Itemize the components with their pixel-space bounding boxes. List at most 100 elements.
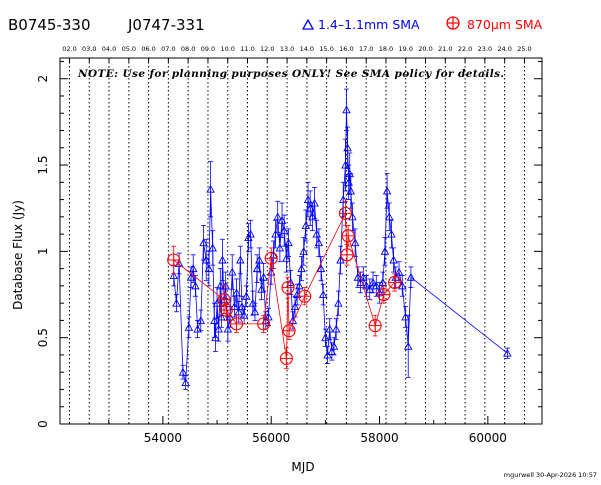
data-point-circle xyxy=(341,229,355,243)
data-point-circle xyxy=(368,319,382,333)
data-point-triangle xyxy=(250,307,260,316)
data-point-triangle xyxy=(365,284,375,293)
year-tick-label: 16.0 xyxy=(339,45,353,53)
data-point-triangle xyxy=(342,105,351,114)
data-point-triangle xyxy=(327,347,337,355)
data-point-triangle xyxy=(350,238,360,247)
data-point-triangle xyxy=(295,281,304,290)
data-point-triangle xyxy=(214,324,223,333)
data-point-triangle xyxy=(406,272,416,281)
series-line xyxy=(173,213,395,359)
year-tick-label: 11.0 xyxy=(240,45,254,53)
data-point-triangle xyxy=(186,272,196,281)
data-point-triangle xyxy=(218,255,227,264)
data-point-triangle xyxy=(246,229,255,238)
data-point-triangle xyxy=(318,290,328,298)
data-point-triangle xyxy=(346,186,356,195)
year-tick-label: 17.0 xyxy=(359,45,373,53)
x-tick-label: 60000 xyxy=(469,431,507,445)
data-point-triangle xyxy=(329,341,339,350)
plot-frame xyxy=(59,57,543,425)
data-point-triangle xyxy=(394,267,404,276)
data-point-triangle xyxy=(211,333,220,342)
data-point-triangle xyxy=(316,264,326,273)
data-point-triangle xyxy=(196,315,206,324)
data-point-triangle xyxy=(188,264,198,273)
footer-credit: mgurwell 30-Apr-2026 10:57 xyxy=(504,471,597,479)
legend-circle-label: 870μm SMA xyxy=(467,17,543,32)
data-point-circle xyxy=(257,317,271,331)
data-point-triangle xyxy=(225,312,235,321)
y-tick-label: 0.5 xyxy=(36,328,50,347)
data-point-triangle xyxy=(275,243,285,252)
data-point-triangle xyxy=(385,212,394,221)
planning-note: NOTE: Use for planning purposes ONLY! Se… xyxy=(77,68,504,80)
data-point-triangle xyxy=(380,246,390,255)
year-tick-label: 12.0 xyxy=(260,45,274,53)
data-point-triangle xyxy=(331,324,341,333)
year-tick-label: 10.0 xyxy=(220,45,234,53)
data-point-triangle xyxy=(314,238,324,247)
data-point-triangle xyxy=(227,267,237,276)
data-point-circle xyxy=(282,324,296,338)
data-point-triangle xyxy=(321,333,330,342)
data-point-triangle xyxy=(271,229,280,238)
data-point-triangle xyxy=(368,277,378,286)
year-tick-label: 04.0 xyxy=(102,45,116,53)
year-tick-label: 21.0 xyxy=(438,45,452,53)
data-point-triangle xyxy=(343,143,352,152)
data-point-triangle xyxy=(301,221,311,229)
year-tick-label: 05.0 xyxy=(122,45,136,53)
data-point-triangle xyxy=(259,272,268,281)
year-tick-label: 20.0 xyxy=(418,45,432,53)
data-point-triangle xyxy=(378,277,388,286)
data-point-triangle xyxy=(204,264,214,273)
data-point-circle xyxy=(264,251,278,265)
data-point-triangle xyxy=(401,312,410,321)
year-tick-label: 03.0 xyxy=(82,45,96,53)
data-point-triangle xyxy=(387,229,396,238)
series-triangle xyxy=(169,88,512,390)
data-point-triangle xyxy=(336,255,345,264)
data-point-triangle xyxy=(210,315,219,324)
year-tick-label: 14.0 xyxy=(300,45,314,53)
year-tick-label: 19.0 xyxy=(398,45,412,53)
data-point-circle xyxy=(167,253,181,267)
y-tick-label: 1.5 xyxy=(36,155,50,174)
data-point-triangle xyxy=(344,177,353,186)
y-tick-label: 2 xyxy=(36,75,50,83)
year-tick-label: 23.0 xyxy=(478,45,492,53)
data-point-circle xyxy=(338,206,352,220)
series-circle xyxy=(167,200,402,370)
data-point-triangle xyxy=(398,281,407,290)
year-tick-label: 06.0 xyxy=(141,45,155,53)
year-tick-label: 24.0 xyxy=(497,45,511,53)
data-point-triangle xyxy=(169,271,178,279)
source-name-alias: J0747-331 xyxy=(127,16,205,34)
data-point-triangle xyxy=(199,238,208,247)
x-tick-label: 54000 xyxy=(144,431,182,445)
data-point-triangle xyxy=(382,186,392,195)
data-point-triangle xyxy=(359,272,368,281)
data-point-triangle xyxy=(273,212,282,221)
data-point-triangle xyxy=(503,348,512,357)
data-point-triangle xyxy=(312,229,321,238)
data-point-triangle xyxy=(201,255,211,264)
data-point-triangle xyxy=(284,238,293,247)
data-point-circle xyxy=(219,303,233,317)
data-point-triangle xyxy=(310,198,319,207)
data-point-triangle xyxy=(279,226,289,235)
data-point-triangle xyxy=(172,298,181,307)
data-point-triangle xyxy=(290,302,300,311)
data-point-triangle xyxy=(297,264,306,273)
data-point-triangle xyxy=(184,322,194,331)
data-point-triangle xyxy=(334,298,343,307)
data-point-triangle xyxy=(239,310,249,319)
data-point-triangle xyxy=(242,291,251,300)
data-point-triangle xyxy=(282,253,291,262)
data-point-triangle xyxy=(234,307,243,316)
data-point-triangle xyxy=(232,288,241,297)
legend-triangle-icon xyxy=(301,18,315,30)
